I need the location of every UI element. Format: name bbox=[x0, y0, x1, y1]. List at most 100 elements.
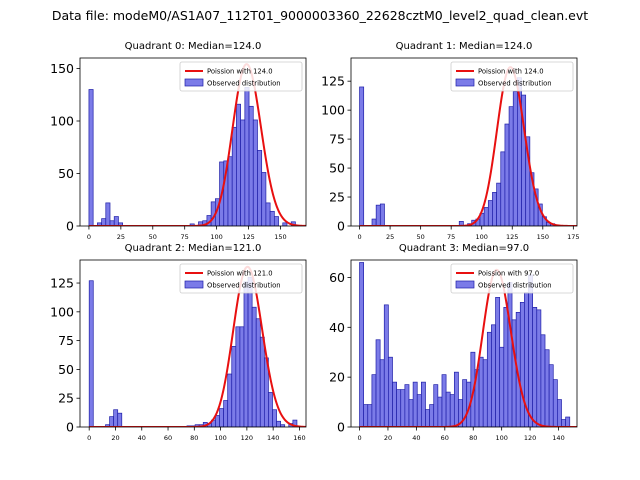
x-tick-label: 60 bbox=[164, 434, 172, 442]
x-tick-label: 40 bbox=[412, 434, 420, 442]
y-tick-label: 50 bbox=[329, 161, 345, 176]
x-tick-label: 125 bbox=[242, 233, 254, 241]
histogram-bar bbox=[118, 222, 123, 226]
histogram-bar bbox=[117, 412, 123, 427]
histogram-bar bbox=[492, 192, 497, 226]
histogram-bar bbox=[252, 119, 258, 226]
x-tick-label: 80 bbox=[469, 434, 477, 442]
histogram-bar bbox=[248, 105, 254, 226]
legend-bar-swatch bbox=[455, 78, 475, 87]
y-tick-label: 100 bbox=[50, 114, 74, 129]
y-tick-label: 50 bbox=[58, 362, 74, 377]
histogram-bar bbox=[240, 119, 246, 226]
legend-box bbox=[450, 61, 574, 92]
histogram-bar bbox=[544, 349, 550, 427]
legend-box bbox=[450, 263, 574, 294]
histogram-bar bbox=[503, 307, 509, 427]
x-tick-label: 25 bbox=[386, 233, 394, 241]
y-tick-label: 100 bbox=[50, 304, 74, 319]
histogram-bar bbox=[280, 424, 286, 427]
y-tick-label: 125 bbox=[50, 276, 74, 291]
histogram-bar bbox=[227, 156, 233, 226]
histogram-bar bbox=[113, 409, 119, 427]
legend-bar-swatch bbox=[455, 280, 475, 289]
histogram-bar bbox=[416, 394, 422, 427]
histogram-bar bbox=[478, 356, 484, 427]
legend-poisson-label: Poission with 124.0 bbox=[207, 68, 273, 76]
histogram-bars bbox=[88, 276, 298, 427]
figure-title: Data file: modeM0/AS1A07_112T01_90000033… bbox=[52, 8, 588, 23]
histogram-bar bbox=[532, 307, 538, 427]
histogram-bar bbox=[261, 172, 267, 226]
x-tick-label: 50 bbox=[149, 233, 157, 241]
histogram-bar bbox=[243, 281, 249, 427]
legend-observed-label: Observed distribution bbox=[207, 80, 281, 88]
histogram-bar bbox=[400, 389, 406, 427]
histogram-bar bbox=[441, 374, 447, 427]
histogram-bar bbox=[255, 318, 261, 427]
histogram-bar bbox=[491, 324, 496, 427]
x-tick-label: 0 bbox=[87, 434, 91, 442]
histogram-bar bbox=[487, 200, 493, 226]
y-tick-label: 125 bbox=[321, 74, 345, 89]
x-tick-label: 0 bbox=[357, 233, 361, 241]
histogram-bar bbox=[404, 384, 410, 427]
x-tick-label: 100 bbox=[214, 434, 226, 442]
histogram-bar bbox=[247, 276, 253, 427]
histogram-bar bbox=[235, 326, 241, 427]
x-tick-label: 140 bbox=[267, 434, 279, 442]
histogram-bar bbox=[105, 202, 111, 226]
histogram-bar bbox=[215, 415, 220, 427]
histogram-bar bbox=[273, 216, 279, 226]
histogram-bar bbox=[507, 282, 513, 427]
histogram-bar bbox=[239, 326, 245, 427]
legend-poisson-label: Poission with 121.0 bbox=[207, 270, 273, 278]
histogram-bar bbox=[483, 207, 489, 226]
histogram-bar bbox=[528, 274, 534, 427]
histogram-bar bbox=[219, 408, 224, 427]
x-tick-label: 75 bbox=[447, 233, 455, 241]
quadrant-title: Quadrant 1: Median=124.0 bbox=[396, 41, 533, 52]
histogram-bar bbox=[223, 400, 229, 427]
x-tick-label: 75 bbox=[181, 233, 189, 241]
histogram-bar bbox=[379, 203, 385, 226]
y-tick-label: 50 bbox=[58, 166, 74, 181]
histogram-bars bbox=[359, 77, 556, 226]
y-tick-label: 150 bbox=[50, 61, 74, 76]
quadrant-panel-1: 0 25 50 75 100 125 150 175 0 25 50 75 100 125 Quadrant… bbox=[321, 41, 579, 241]
legend: Poission with 121.0 Observed distribution bbox=[179, 263, 303, 294]
y-tick-label: 40 bbox=[329, 320, 345, 335]
histogram-bar bbox=[496, 182, 502, 226]
histogram-bar bbox=[244, 87, 250, 226]
histogram-bar bbox=[375, 204, 381, 226]
histogram-bar bbox=[88, 280, 94, 427]
histogram-bar bbox=[272, 409, 277, 427]
legend-box bbox=[179, 263, 303, 294]
x-tick-label: 100 bbox=[210, 233, 222, 241]
histogram-bar bbox=[109, 416, 114, 427]
histogram-bar bbox=[429, 404, 435, 427]
histogram-bar bbox=[552, 379, 558, 427]
histogram-bar bbox=[412, 381, 418, 427]
x-tick-label: 175 bbox=[567, 233, 579, 241]
histogram-bar bbox=[282, 222, 288, 226]
histogram-bar bbox=[259, 336, 265, 427]
histogram-bar bbox=[371, 374, 377, 427]
poisson-curve bbox=[359, 66, 577, 226]
histogram-bar bbox=[519, 302, 525, 427]
histogram-bar bbox=[540, 334, 546, 427]
histogram-bar bbox=[101, 218, 107, 226]
y-tick-label: 100 bbox=[321, 103, 345, 118]
x-tick-label: 120 bbox=[241, 434, 253, 442]
histogram-bar bbox=[536, 309, 542, 427]
x-tick-label: 140 bbox=[552, 434, 564, 442]
x-tick-label: 120 bbox=[524, 434, 536, 442]
legend-observed-label: Observed distribution bbox=[478, 282, 552, 290]
y-tick-label: 25 bbox=[329, 190, 345, 205]
histogram-bar bbox=[482, 359, 488, 427]
y-tick-label: 25 bbox=[58, 391, 74, 406]
x-tick-label: 25 bbox=[117, 233, 125, 241]
histogram-bar bbox=[269, 210, 275, 226]
histogram-bar bbox=[565, 416, 571, 427]
